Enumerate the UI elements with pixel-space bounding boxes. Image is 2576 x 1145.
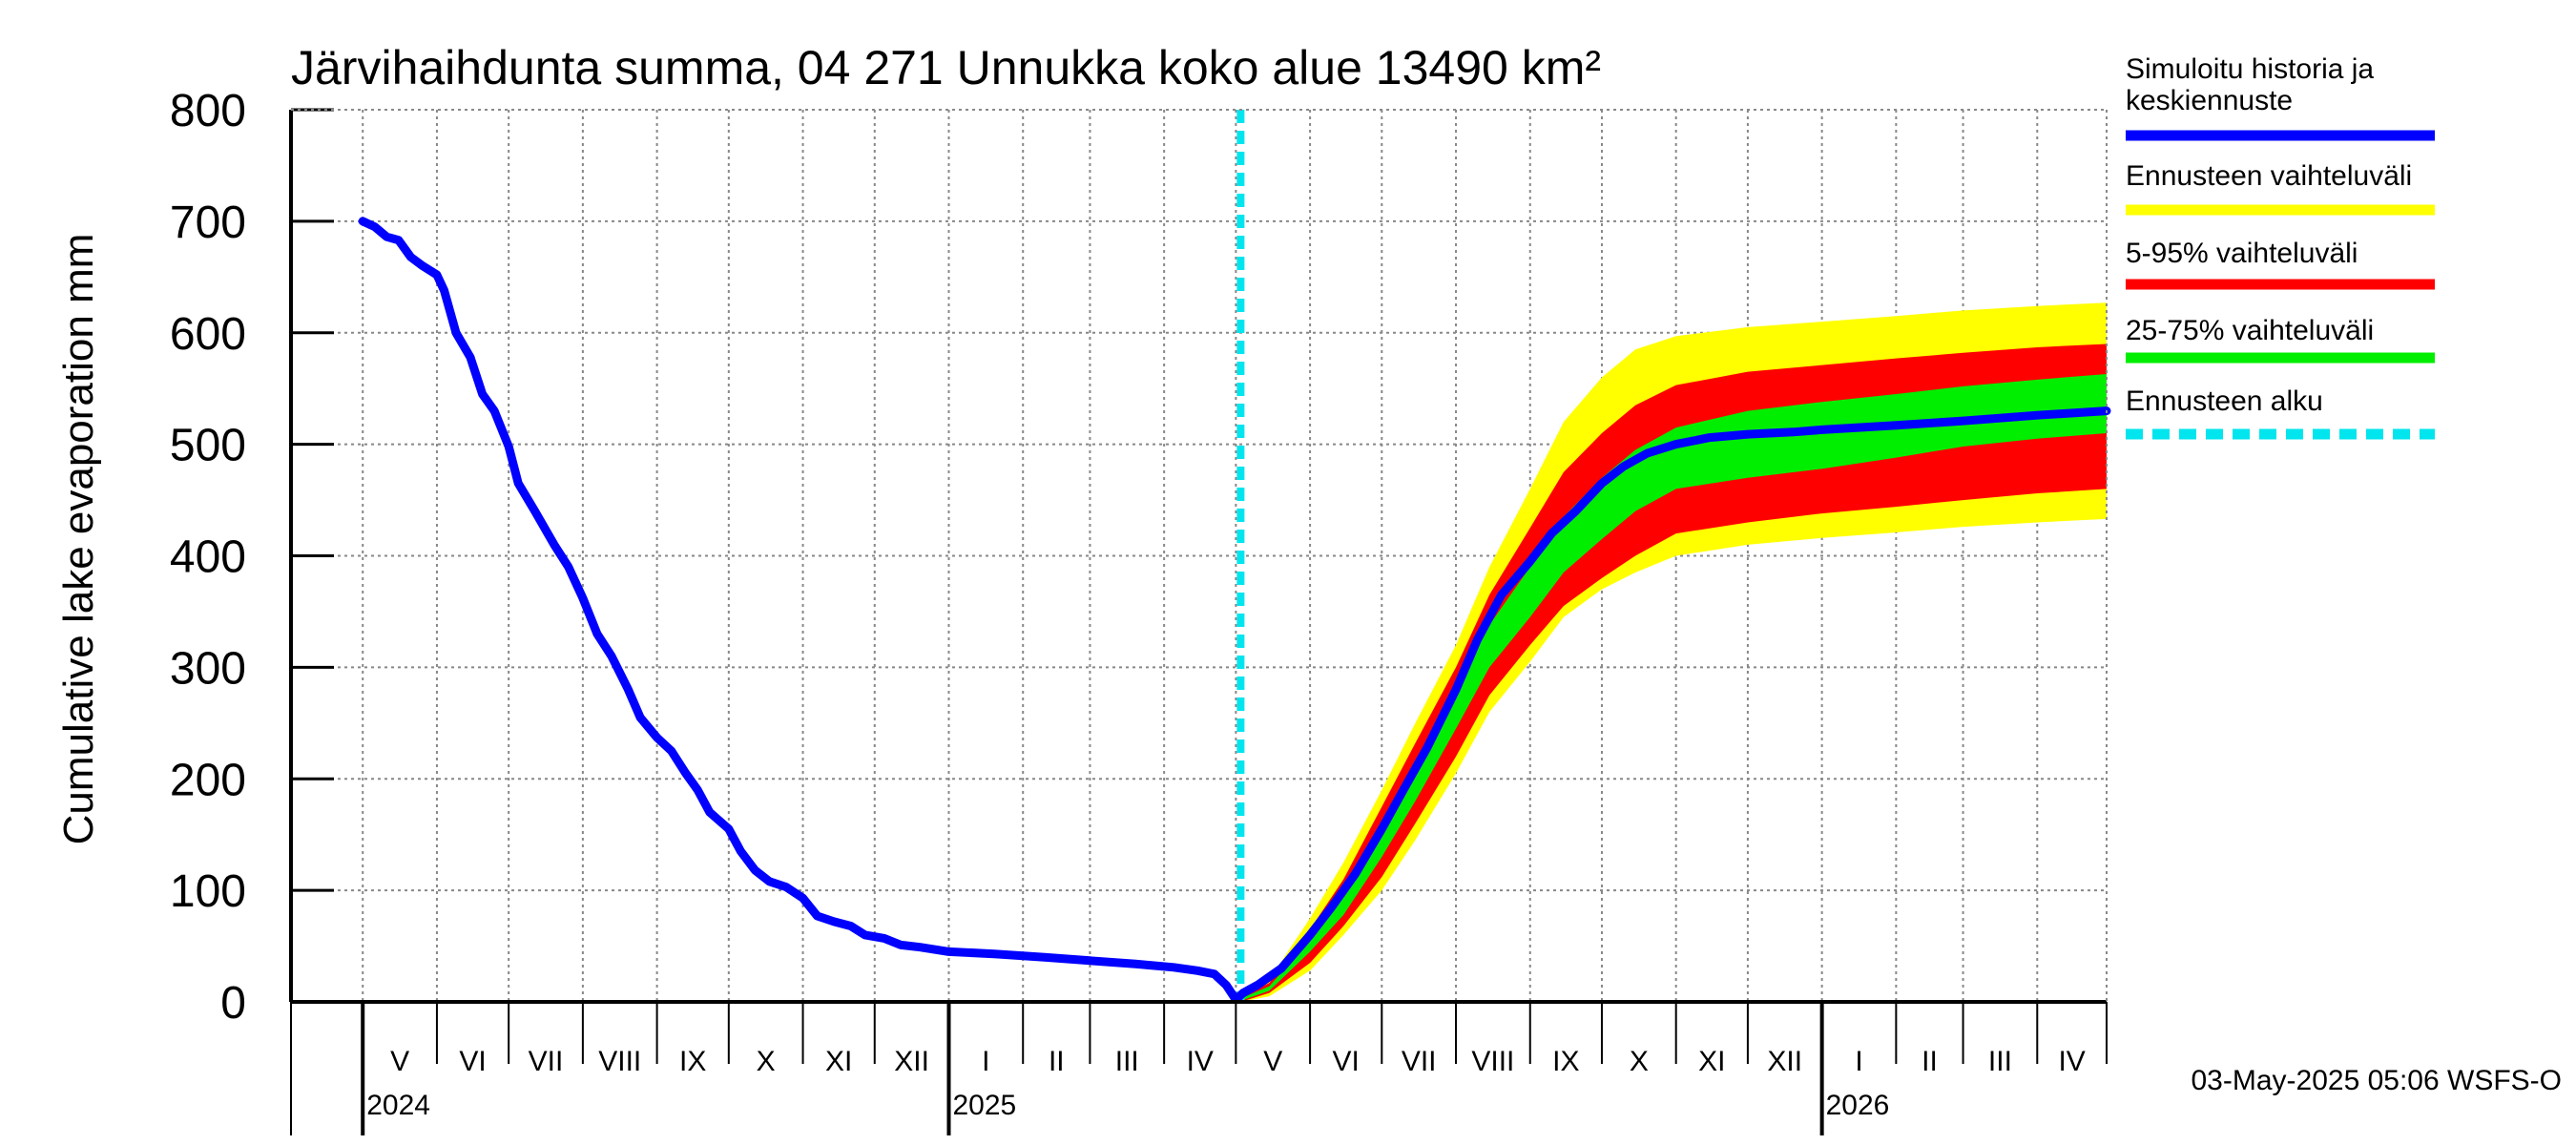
month-label: IX	[1552, 1046, 1579, 1077]
year-label: 2025	[952, 1090, 1016, 1121]
y-tick-label: 300	[170, 643, 246, 694]
legend-label: Simuloitu historia ja	[2126, 53, 2374, 85]
month-label: XII	[1767, 1046, 1802, 1077]
y-tick-label: 800	[170, 86, 246, 136]
month-label: X	[757, 1046, 776, 1077]
month-label: VI	[459, 1046, 486, 1077]
legend-label: Ennusteen vaihteluväli	[2126, 160, 2412, 192]
y-tick-label: 600	[170, 309, 246, 360]
y-tick-label: 0	[220, 978, 246, 1029]
month-label: VII	[529, 1046, 564, 1077]
legend-label: keskiennuste	[2126, 85, 2293, 116]
month-label: II	[1049, 1046, 1065, 1077]
x-axis-months: V VI VII VIII IX X XI XII I II III IV V VI VII VIII IX X X…	[366, 1046, 2086, 1121]
forecast-bands	[1240, 302, 2107, 1003]
y-axis-label: Cumulative lake evaporation mm	[55, 234, 102, 845]
month-label: IV	[1187, 1046, 1214, 1077]
month-label: IV	[2058, 1046, 2085, 1077]
month-label: III	[1988, 1046, 2012, 1077]
month-label: VIII	[598, 1046, 641, 1077]
series-line-mean	[358, 217, 2111, 1005]
series-lines	[358, 217, 2111, 1005]
month-label: XI	[1698, 1046, 1725, 1077]
month-label: VI	[1333, 1046, 1360, 1077]
month-label: IX	[679, 1046, 706, 1077]
month-label: VIII	[1471, 1046, 1514, 1077]
year-label: 2024	[366, 1090, 430, 1121]
y-tick-label: 400	[170, 532, 246, 583]
month-label: II	[1922, 1046, 1938, 1077]
y-tick-label: 100	[170, 866, 246, 917]
axes	[289, 108, 2108, 1135]
month-label: XI	[825, 1046, 852, 1077]
band-25-75-vaihteluv-li	[1240, 373, 2107, 1001]
month-label: VII	[1402, 1046, 1437, 1077]
legend-label: 25-75% vaihteluväli	[2126, 315, 2374, 346]
month-label: XII	[894, 1046, 929, 1077]
year-label: 2026	[1826, 1090, 1890, 1121]
legend-label: 5-95% vaihteluväli	[2126, 238, 2358, 269]
y-tick-label: 200	[170, 755, 246, 805]
month-label: X	[1630, 1046, 1649, 1077]
month-label: V	[1263, 1046, 1282, 1077]
month-label: V	[390, 1046, 409, 1077]
month-label: I	[982, 1046, 989, 1077]
y-tick-label: 700	[170, 198, 246, 248]
legend-label: Ennusteen alku	[2126, 385, 2323, 417]
chart-title: Järvihaihdunta summa, 04 271 Unnukka kok…	[291, 41, 1601, 94]
footer-timestamp: 03-May-2025 05:06 WSFS-O	[2192, 1065, 2563, 1096]
y-axis-ticks: 0 100 200 300 400 500 600 700 800	[170, 86, 246, 1029]
month-label: III	[1115, 1046, 1139, 1077]
y-tick-label: 500	[170, 421, 246, 471]
month-label: I	[1855, 1046, 1862, 1077]
